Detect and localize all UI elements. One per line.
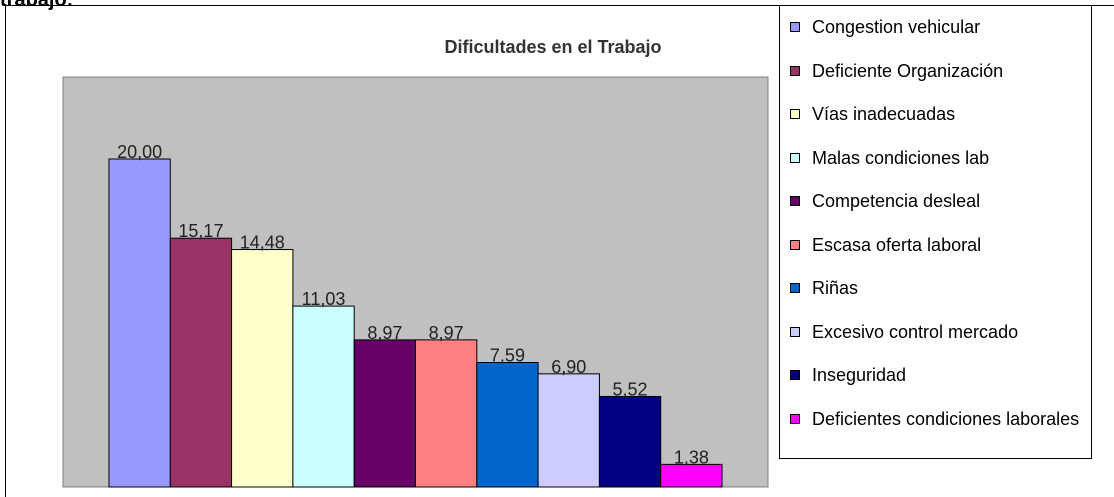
legend-label: Inseguridad — [812, 365, 907, 385]
bar — [476, 362, 539, 488]
bar — [108, 158, 171, 488]
legend-swatch — [790, 65, 800, 76]
legend-swatch — [790, 22, 800, 32]
legend: Congestion vehicular Deficiente Organizac… — [779, 5, 1092, 459]
legend-label: Deficiente Organización — [812, 60, 1004, 81]
legend-label: Vías inadecuadas — [812, 104, 956, 124]
legend-swatch — [790, 152, 800, 163]
value-label: 15,17 — [178, 221, 223, 241]
legend-swatch — [790, 326, 800, 337]
legend-label: Deficientes condiciones laborales — [812, 408, 1080, 429]
legend-swatch — [790, 109, 800, 119]
bar — [292, 305, 355, 488]
legend-label: Escasa oferta laboral — [812, 234, 982, 255]
legend-label: Competencia desleal — [812, 191, 981, 211]
bar — [598, 395, 662, 488]
legend-swatch — [790, 413, 800, 424]
bar — [169, 237, 233, 488]
value-label: 8,97 — [429, 323, 464, 343]
bar — [660, 463, 723, 488]
value-label: 5,52 — [613, 379, 648, 399]
legend-label: Congestion vehicular — [812, 17, 981, 37]
value-label: 6,90 — [551, 357, 586, 377]
chart-title: Dificultades en el Trabajo — [444, 37, 661, 57]
legend-label: Malas condiciones lab — [812, 147, 990, 168]
legend-swatch — [790, 239, 800, 250]
legend-label: Riñas — [812, 278, 859, 298]
bar — [231, 249, 294, 488]
bar — [353, 339, 416, 488]
value-label: 8,97 — [367, 323, 402, 343]
bar — [537, 373, 600, 488]
value-label: 1,38 — [674, 447, 709, 467]
legend-swatch — [790, 283, 800, 293]
legend-swatch — [790, 370, 800, 380]
bar — [415, 339, 478, 488]
legend-label: Excesivo control mercado — [812, 321, 1019, 342]
value-label: 11,03 — [302, 289, 346, 309]
legend-swatch — [790, 196, 800, 206]
value-label: 20,00 — [117, 142, 162, 162]
value-label: 7,59 — [490, 346, 525, 366]
value-label: 14,48 — [240, 233, 285, 253]
